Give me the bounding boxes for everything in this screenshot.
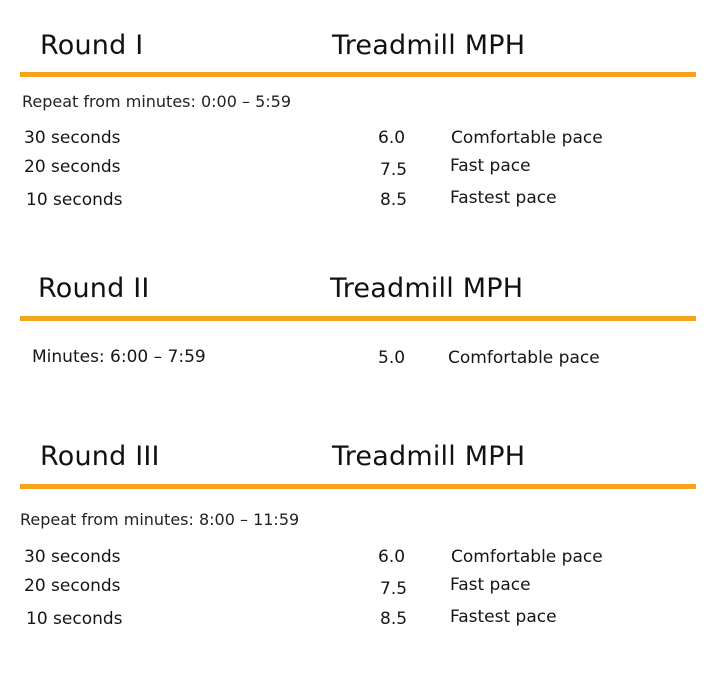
round-1-divider <box>20 72 696 77</box>
round-3-row-3-mph: 8.5 <box>380 609 408 629</box>
round-3-row-1-pace: Comfortable pace <box>451 547 603 567</box>
round-2-pace: Comfortable pace <box>448 348 600 368</box>
round-3-mph-header: Treadmill MPH <box>332 441 526 472</box>
round-3-row-2-pace: Fast pace <box>450 575 531 595</box>
round-1-row-2-mph: 7.5 <box>380 160 408 180</box>
round-2-mph: 5.0 <box>378 348 406 368</box>
round-3-row-2-mph: 7.5 <box>380 579 408 599</box>
round-1-row-3-interval: 10 seconds <box>26 190 123 210</box>
round-1-note: Repeat from minutes: 0:00 – 5:59 <box>22 92 291 111</box>
round-3-note: Repeat from minutes: 8:00 – 11:59 <box>20 510 300 529</box>
round-3-divider <box>20 484 696 489</box>
round-2-mph-header: Treadmill MPH <box>330 273 524 304</box>
round-1-title: Round I <box>40 30 144 61</box>
round-3-row-2-interval: 20 seconds <box>24 576 121 596</box>
round-3-row-1-interval: 30 seconds <box>24 547 121 567</box>
round-1-row-2-pace: Fast pace <box>450 156 531 176</box>
round-2-divider <box>20 316 696 321</box>
round-1-mph-header: Treadmill MPH <box>332 30 526 61</box>
round-1-row-1-pace: Comfortable pace <box>451 128 603 148</box>
round-1-row-3-mph: 8.5 <box>380 190 408 210</box>
round-1-row-2-interval: 20 seconds <box>24 157 121 177</box>
round-3-row-1-mph: 6.0 <box>378 547 406 567</box>
round-2-interval: Minutes: 6:00 – 7:59 <box>32 347 206 367</box>
round-2-title: Round II <box>38 273 150 304</box>
round-1-row-3-pace: Fastest pace <box>450 188 557 208</box>
round-3-title: Round III <box>40 441 160 472</box>
round-1-row-1-interval: 30 seconds <box>24 128 121 148</box>
round-3-row-3-pace: Fastest pace <box>450 607 557 627</box>
round-1-row-1-mph: 6.0 <box>378 128 406 148</box>
round-3-row-3-interval: 10 seconds <box>26 609 123 629</box>
